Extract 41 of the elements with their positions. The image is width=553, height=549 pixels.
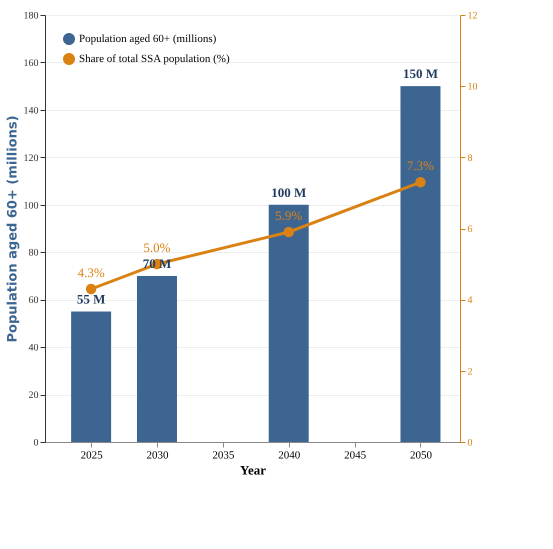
- point: [415, 177, 426, 188]
- data-label: 4.3%: [78, 264, 105, 280]
- point: [86, 284, 96, 294]
- y-tick-label: 120: [24, 152, 38, 164]
- y2-tick-label: 6: [468, 224, 472, 235]
- x-tick-label: 2045: [344, 450, 367, 462]
- y-axis-title: Population aged 60+ (millions): [6, 115, 20, 343]
- x-tick-label: 2050: [410, 450, 432, 462]
- y2-tick-label: 10: [468, 82, 478, 93]
- y2-tick-label: 0: [468, 438, 472, 448]
- y2-tick-label: 4: [468, 295, 472, 306]
- y-tick-label: 0: [34, 438, 38, 448]
- point: [283, 226, 294, 238]
- bar: [71, 312, 112, 442]
- x-tick-label: 2035: [212, 450, 235, 462]
- bar: [136, 276, 177, 442]
- data-label: 5.0%: [143, 240, 171, 256]
- y-tick-label: 100: [24, 200, 38, 212]
- y-tick-label: 60: [28, 295, 38, 306]
- x-tick-label: 2030: [146, 450, 169, 462]
- x-tick-label: 2025: [80, 450, 104, 462]
- data-label: 100 M: [271, 184, 306, 200]
- data-label: 55 M: [76, 292, 106, 307]
- y-tick-label: 20: [28, 390, 38, 402]
- bar: [400, 86, 440, 442]
- data-label: 5.9%: [275, 208, 302, 224]
- y2-tick-label: 2: [468, 366, 472, 378]
- y-tick-label: 140: [24, 105, 38, 116]
- y-tick-label: 40: [28, 342, 38, 354]
- x-axis-title: Year: [240, 462, 266, 478]
- legend-label: Share of total SSA population (%): [79, 53, 230, 65]
- y-tick-label: 180: [24, 10, 38, 22]
- y-tick-label: 80: [28, 248, 38, 259]
- data-label: 7.3%: [406, 158, 434, 174]
- legend-label: Population aged 60+ (millions): [79, 33, 217, 45]
- bar: [268, 204, 309, 442]
- y2-tick-label: 8: [468, 152, 472, 164]
- x-tick-label: 2040: [278, 450, 301, 462]
- data-label: 150 M: [402, 66, 438, 82]
- y-tick-label: 160: [24, 58, 38, 69]
- y2-tick-label: 12: [468, 10, 478, 22]
